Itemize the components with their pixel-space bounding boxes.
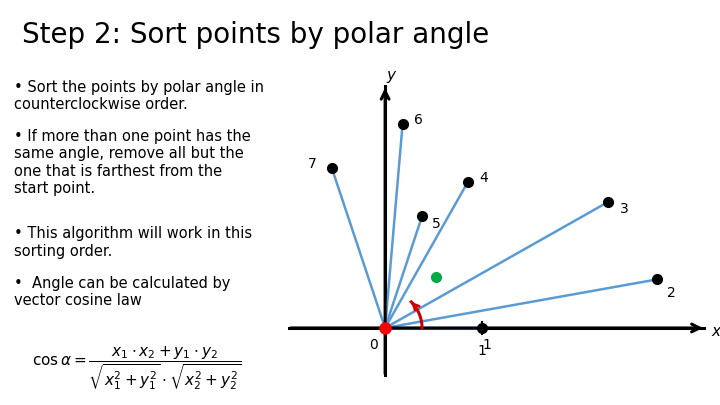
Text: •  Angle can be calculated by
vector cosine law: • Angle can be calculated by vector cosi…	[14, 276, 231, 308]
Text: 0: 0	[369, 339, 378, 352]
Text: 1: 1	[482, 339, 491, 352]
Text: 1: 1	[478, 345, 487, 358]
Text: $\cos\alpha = \dfrac{x_1 \cdot x_2 + y_1 \cdot y_2}{\sqrt{x_1^2 + y_1^2} \cdot \: $\cos\alpha = \dfrac{x_1 \cdot x_2 + y_1…	[32, 345, 242, 393]
Text: x: x	[711, 324, 720, 339]
Text: • This algorithm will work in this
sorting order.: • This algorithm will work in this sorti…	[14, 226, 253, 259]
Text: 7: 7	[307, 157, 316, 171]
Text: Step 2: Sort points by polar angle: Step 2: Sort points by polar angle	[22, 21, 489, 49]
Text: y: y	[387, 68, 395, 83]
Text: 5: 5	[432, 217, 441, 231]
Text: 4: 4	[480, 171, 488, 185]
Text: 3: 3	[620, 202, 629, 217]
Text: 6: 6	[414, 113, 423, 127]
Text: • If more than one point has the
same angle, remove all but the
one that is fart: • If more than one point has the same an…	[14, 129, 251, 196]
Text: • Sort the points by polar angle in
counterclockwise order.: • Sort the points by polar angle in coun…	[14, 79, 264, 112]
Text: 2: 2	[667, 286, 675, 300]
